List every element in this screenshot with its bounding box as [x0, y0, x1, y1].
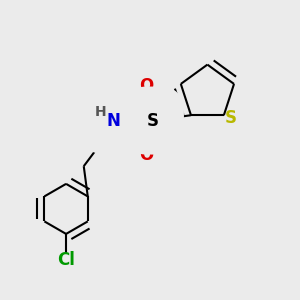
Text: O: O: [139, 77, 154, 95]
Text: H: H: [95, 105, 106, 119]
Text: N: N: [106, 112, 120, 130]
Text: S: S: [147, 112, 159, 130]
Text: O: O: [139, 146, 154, 164]
Text: S: S: [224, 109, 236, 127]
Text: Cl: Cl: [57, 250, 75, 268]
